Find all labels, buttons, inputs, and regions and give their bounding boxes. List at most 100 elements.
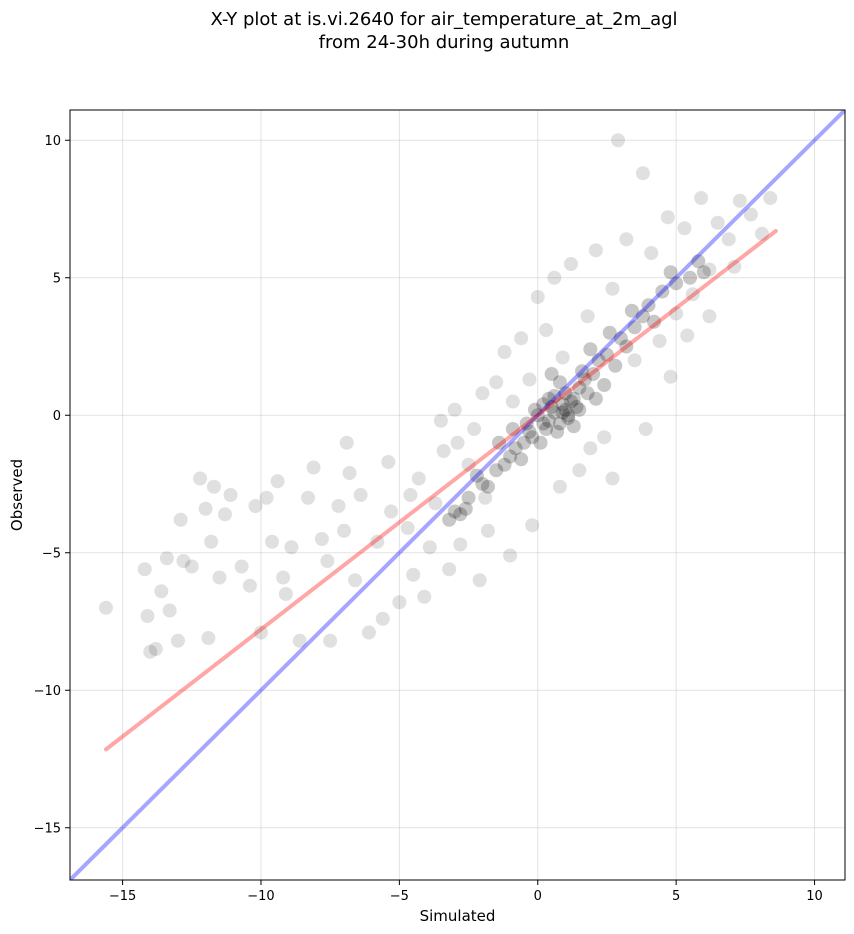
data-point [522, 424, 537, 439]
data-point [660, 210, 675, 225]
data-point [292, 633, 307, 648]
data-point [489, 375, 504, 390]
data-point [392, 595, 407, 610]
data-point [627, 353, 642, 368]
data-point [547, 389, 562, 403]
x-tick-label: 10 [806, 889, 823, 904]
data-point [561, 411, 576, 425]
data-point [580, 386, 595, 401]
data-point [242, 578, 257, 593]
data-point [599, 347, 614, 362]
data-point [370, 534, 385, 549]
data-point [176, 554, 191, 568]
data-point [572, 402, 587, 417]
data-point [148, 642, 163, 656]
data-point [306, 460, 321, 475]
data-point [696, 265, 711, 280]
data-point [555, 350, 570, 365]
chart-title-line-1: X-Y plot at is.vi.2640 for air_temperatu… [210, 9, 677, 30]
data-point [619, 339, 634, 354]
data-point [516, 435, 531, 450]
data-point [480, 479, 495, 494]
data-point [525, 518, 540, 533]
data-point [411, 471, 426, 486]
data-point [173, 512, 188, 527]
data-point [475, 477, 490, 491]
y-tick-label: −10 [34, 684, 61, 699]
data-point [530, 408, 545, 423]
data-point [561, 408, 576, 423]
data-point [497, 345, 512, 359]
data-point [458, 501, 473, 516]
plot-frame [69, 109, 846, 881]
data-point [558, 386, 573, 401]
data-point [497, 457, 512, 472]
data-point [469, 468, 484, 483]
data-point [206, 479, 221, 494]
data-point [691, 254, 706, 269]
data-point [406, 567, 421, 582]
data-point [533, 435, 548, 450]
data-point [566, 391, 581, 406]
data-point [265, 534, 280, 549]
data-point [539, 422, 554, 436]
data-point [284, 540, 299, 555]
data-point [605, 471, 620, 486]
data-point [536, 416, 551, 431]
data-point [137, 562, 152, 577]
data-point [655, 284, 670, 299]
data-point [400, 521, 415, 535]
data-point [259, 490, 274, 505]
x-tick-label: 5 [672, 889, 680, 904]
data-point [461, 490, 476, 505]
data-point [547, 405, 562, 420]
data-point [575, 364, 590, 379]
data-point [154, 584, 169, 599]
data-point [763, 191, 778, 205]
data-point [555, 405, 570, 420]
data-point [663, 265, 678, 280]
data-point [566, 419, 581, 434]
data-point [597, 378, 612, 392]
data-point [694, 191, 709, 205]
data-point [361, 625, 376, 640]
data-point [433, 413, 448, 428]
data-point [417, 589, 432, 604]
data-point [552, 479, 567, 494]
data-point [478, 490, 493, 505]
data-point [583, 441, 598, 456]
x-tick-label: −10 [247, 889, 274, 904]
data-point [522, 372, 537, 387]
data-point [669, 306, 684, 321]
data-point [381, 455, 396, 469]
data-point [635, 166, 650, 181]
data-point [234, 559, 249, 574]
data-point [702, 309, 717, 324]
data-point [442, 562, 457, 577]
data-point [727, 259, 742, 274]
data-point [467, 422, 482, 436]
data-point [555, 397, 570, 412]
data-point [580, 309, 595, 324]
data-point [544, 400, 559, 414]
data-point [635, 309, 650, 324]
data-point [591, 353, 606, 368]
data-point [505, 422, 520, 436]
data-point [743, 207, 758, 222]
data-point [530, 290, 545, 304]
data-point [558, 402, 573, 417]
grid [70, 110, 845, 880]
y-tick-label: 5 [53, 271, 61, 286]
data-point [563, 257, 578, 271]
data-point [721, 232, 736, 247]
data-point [162, 603, 177, 618]
data-point [702, 262, 717, 277]
data-point [339, 435, 354, 450]
data-point [514, 452, 529, 467]
data-point [541, 413, 556, 428]
data-point [337, 523, 352, 538]
data-point [683, 270, 697, 285]
data-point [428, 496, 443, 511]
data-point [98, 600, 113, 615]
